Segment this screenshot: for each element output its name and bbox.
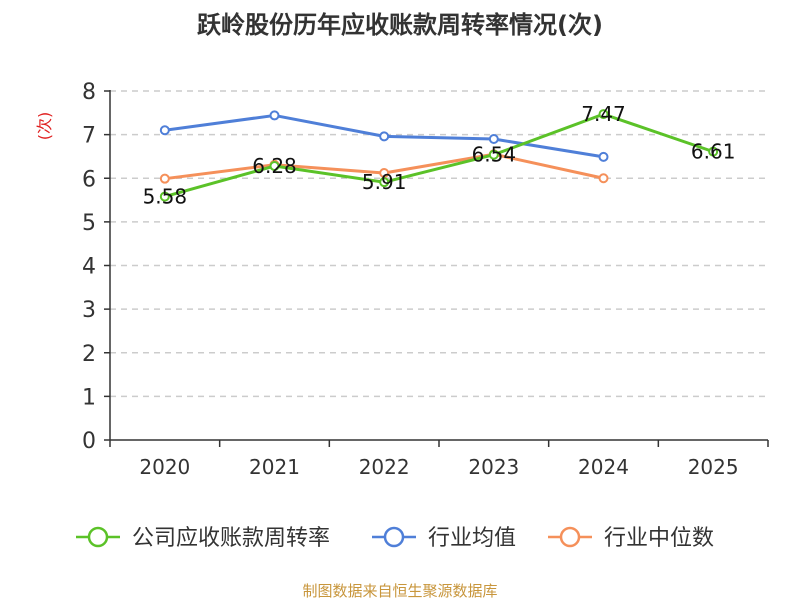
data-label: 5.58 xyxy=(143,185,188,209)
y-tick-label: 1 xyxy=(82,385,96,410)
x-tick-label: 2024 xyxy=(578,455,629,479)
data-point xyxy=(488,149,499,160)
data-point xyxy=(379,168,390,179)
data-point xyxy=(159,191,170,202)
y-tick-label: 0 xyxy=(82,429,96,454)
data-label: 5.91 xyxy=(362,170,407,194)
series-group xyxy=(159,109,719,202)
data-point xyxy=(379,131,390,142)
y-tick-label: 7 xyxy=(82,124,96,149)
y-tick-label: 4 xyxy=(82,255,96,280)
x-tick-label: 2023 xyxy=(468,455,519,479)
series-line-0 xyxy=(164,112,714,199)
y-tick-label: 5 xyxy=(82,211,96,236)
data-point xyxy=(598,173,609,184)
data-label: 6.61 xyxy=(691,140,736,164)
legend: 公司应收账款周转率 行业均值 行业中位数 xyxy=(76,526,714,551)
data-point xyxy=(269,161,280,172)
source-note: 制图数据来自恒生聚源数据库 xyxy=(302,582,497,600)
y-axis: 0 1 2 3 4 5 6 7 8 xyxy=(82,80,111,454)
y-tick-label: 6 xyxy=(82,167,96,192)
legend-label: 行业均值 xyxy=(428,526,516,551)
data-point xyxy=(379,177,390,188)
data-point xyxy=(488,133,499,144)
data-point xyxy=(598,151,609,162)
x-tick-label: 2022 xyxy=(359,455,410,479)
y-tick-label: 8 xyxy=(82,80,96,105)
legend-swatch-marker xyxy=(559,526,581,548)
x-axis: 2020 2021 2022 2023 2024 2025 xyxy=(109,439,769,479)
data-label: 6.28 xyxy=(252,154,297,178)
data-point xyxy=(159,173,170,184)
data-point xyxy=(159,125,170,136)
legend-swatch-marker xyxy=(87,526,109,548)
chart-title: 跃岭股份历年应收账款周转率情况(次) xyxy=(197,11,603,39)
y-axis-label: (次) xyxy=(35,112,54,141)
data-point xyxy=(708,146,719,157)
data-label: 6.54 xyxy=(472,143,517,167)
data-point xyxy=(598,109,609,120)
y-tick-label: 2 xyxy=(82,342,96,367)
x-tick-label: 2020 xyxy=(139,455,190,479)
data-labels: 5.58 6.28 5.91 6.54 7.47 6.61 xyxy=(143,102,736,208)
x-tick-label: 2025 xyxy=(688,455,739,479)
legend-label: 公司应收账款周转率 xyxy=(132,526,330,551)
legend-label: 行业中位数 xyxy=(604,526,714,551)
data-point xyxy=(269,110,280,121)
x-tick-label: 2021 xyxy=(249,455,300,479)
data-label: 7.47 xyxy=(581,102,626,126)
y-tick-label: 3 xyxy=(82,298,96,323)
legend-swatch-marker xyxy=(383,526,405,548)
